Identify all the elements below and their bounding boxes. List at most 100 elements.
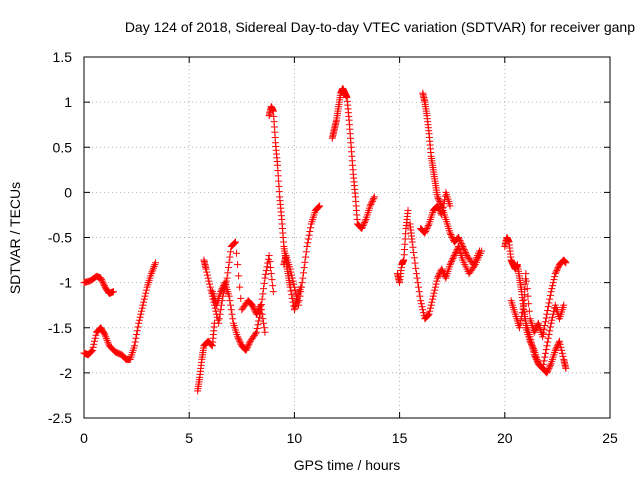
data-point [294,298,302,306]
data-point [149,266,157,274]
data-point [366,202,374,210]
axis-ticks [83,56,611,419]
data-point [206,283,214,291]
data-point [527,339,535,347]
data-point [256,309,264,317]
data-point [418,303,426,311]
data-point [370,194,378,202]
data-point [243,345,251,353]
y-tick-label: -2.5 [48,410,72,426]
data-point [432,280,440,288]
data-point [417,300,425,308]
data-point [412,264,420,272]
data-point [297,288,305,296]
data-point [422,227,430,235]
data-point [261,328,269,336]
data-point [429,292,437,300]
data-point [459,243,467,251]
data-point [135,316,143,324]
data-point [450,252,458,260]
data-point [426,307,434,315]
data-point [140,295,148,303]
data-point [212,307,220,315]
data-point [547,288,555,296]
data-point [540,357,548,365]
data-point [412,270,420,278]
data-point [138,307,146,315]
data-point [301,258,309,266]
data-point [368,197,376,205]
data-point [416,292,424,300]
data-point [562,364,570,372]
y-tick-label: 1.5 [53,49,73,65]
data-points [80,85,570,395]
y-tick-label: -1.5 [48,320,72,336]
data-point [370,193,378,201]
data-point [88,347,96,355]
data-point [543,342,551,350]
data-point [98,276,106,284]
data-point [462,250,470,258]
data-point [223,274,231,282]
data-point [138,304,146,312]
data-point [98,277,106,285]
data-point [259,315,267,323]
data-point [267,270,275,278]
y-tick-label: 0.5 [53,139,73,155]
data-point [439,203,447,211]
data-point [296,292,304,300]
data-point [207,286,215,294]
data-point [522,270,530,278]
data-point [526,337,534,345]
data-point [89,343,97,351]
data-point [417,297,425,305]
data-point [558,346,566,354]
data-point [553,267,561,275]
y-tick-label: 0 [64,184,72,200]
data-point [360,220,368,228]
data-point [449,255,457,263]
data-point [139,301,147,309]
data-point [455,234,463,241]
data-point [546,327,554,335]
data-point [105,340,113,348]
data-point [292,289,300,297]
data-point [229,315,237,323]
data-point [227,306,235,314]
data-point [424,223,432,231]
data-point [410,254,418,262]
data-point [269,282,277,290]
data-point [236,339,244,347]
data-point [141,292,149,300]
data-point [433,274,441,282]
data-point [253,325,261,333]
data-point [214,316,222,324]
data-point [262,270,270,278]
data-point [519,305,527,313]
data-point [97,274,105,282]
data-point [246,339,254,347]
data-point [202,265,210,273]
data-point [234,333,242,341]
data-point [439,268,447,276]
data-point [523,285,531,293]
data-point [226,297,234,305]
data-point [91,334,99,342]
data-point [104,338,112,346]
data-point [419,309,427,317]
data-point [422,226,430,234]
data-point [554,264,562,272]
data-point [225,258,233,266]
data-point [225,292,233,300]
data-point [446,261,454,269]
data-point [245,340,253,348]
data-point [461,247,469,255]
data-point [539,329,547,337]
data-point [134,323,142,331]
data-point [307,224,315,232]
data-point [234,334,242,342]
data-point [516,324,524,332]
x-tick-label: 20 [497,430,513,446]
data-point [140,298,148,306]
data-point [268,276,276,284]
